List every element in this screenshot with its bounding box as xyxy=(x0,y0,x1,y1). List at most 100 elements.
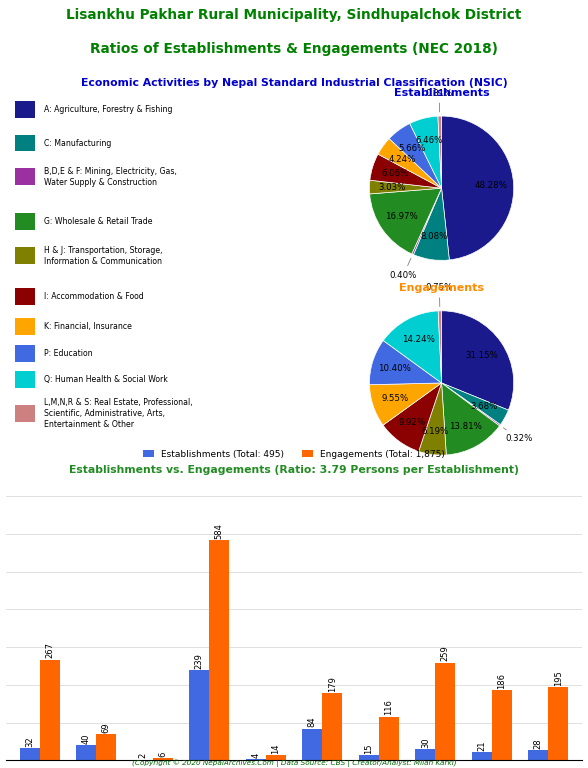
Text: B,D,E & F: Mining, Electricity, Gas,
Water Supply & Construction: B,D,E & F: Mining, Electricity, Gas, Wat… xyxy=(44,167,177,187)
Bar xyxy=(189,670,209,760)
Text: 13.81%: 13.81% xyxy=(449,422,482,431)
Bar xyxy=(96,734,116,760)
Text: 186: 186 xyxy=(497,673,506,689)
Text: (Copyright © 2020 NepalArchives.Com | Data Source: CBS | Creator/Analyst: Milan : (Copyright © 2020 NepalArchives.Com | Da… xyxy=(132,760,456,767)
Text: 14: 14 xyxy=(271,743,280,754)
Text: 0.75%: 0.75% xyxy=(426,283,453,306)
Wedge shape xyxy=(369,340,442,385)
Text: 6.06%: 6.06% xyxy=(381,169,409,178)
Text: P: Education: P: Education xyxy=(44,349,93,358)
Text: 239: 239 xyxy=(195,653,204,669)
Text: Economic Activities by Nepal Standard Industrial Classification (NSIC): Economic Activities by Nepal Standard In… xyxy=(81,78,507,88)
Text: 31.15%: 31.15% xyxy=(466,351,499,360)
Bar xyxy=(15,134,35,151)
Text: 69: 69 xyxy=(102,723,111,733)
Text: 0.40%: 0.40% xyxy=(390,258,417,280)
Wedge shape xyxy=(410,116,442,188)
Bar xyxy=(529,750,548,760)
Wedge shape xyxy=(389,124,442,188)
Text: 5.66%: 5.66% xyxy=(399,144,426,153)
Text: 0.32%: 0.32% xyxy=(503,428,532,443)
Bar xyxy=(322,693,342,760)
Text: 116: 116 xyxy=(384,700,393,715)
Text: Ratios of Establishments & Engagements (NEC 2018): Ratios of Establishments & Engagements (… xyxy=(90,41,498,56)
Text: 16.97%: 16.97% xyxy=(385,212,418,221)
Bar xyxy=(15,214,35,230)
Bar xyxy=(40,660,59,760)
Text: Q: Human Health & Social Work: Q: Human Health & Social Work xyxy=(44,375,168,384)
Bar xyxy=(76,745,96,760)
Bar xyxy=(359,755,379,760)
Bar xyxy=(472,753,492,760)
Bar xyxy=(15,405,35,422)
Bar xyxy=(548,687,568,760)
Text: 259: 259 xyxy=(440,646,450,661)
Wedge shape xyxy=(378,138,442,188)
Text: K: Financial, Insurance: K: Financial, Insurance xyxy=(44,323,132,331)
Text: 2: 2 xyxy=(138,753,148,759)
Text: 21: 21 xyxy=(477,741,486,751)
Text: L,M,N,R & S: Real Estate, Professional,
Scientific, Administrative, Arts,
Entert: L,M,N,R & S: Real Estate, Professional, … xyxy=(44,398,193,429)
Text: 10.40%: 10.40% xyxy=(378,364,411,372)
Bar xyxy=(15,345,35,362)
Bar xyxy=(15,247,35,264)
Text: 6.19%: 6.19% xyxy=(422,427,449,436)
Bar xyxy=(246,759,266,760)
Text: 9.92%: 9.92% xyxy=(399,418,426,427)
Text: 6.46%: 6.46% xyxy=(416,136,443,145)
Title: Engagements: Engagements xyxy=(399,283,484,293)
Bar xyxy=(379,717,399,760)
Text: 8.08%: 8.08% xyxy=(421,232,448,241)
Wedge shape xyxy=(412,188,442,255)
Text: 30: 30 xyxy=(421,737,430,748)
Wedge shape xyxy=(369,383,442,425)
Text: 6: 6 xyxy=(158,752,167,757)
Text: 15: 15 xyxy=(365,743,373,753)
Bar xyxy=(15,319,35,336)
Wedge shape xyxy=(383,383,442,452)
Wedge shape xyxy=(369,180,442,194)
Bar xyxy=(266,755,286,760)
Wedge shape xyxy=(438,311,442,383)
Text: 9.55%: 9.55% xyxy=(382,394,409,403)
Text: 584: 584 xyxy=(215,523,223,538)
Bar xyxy=(15,168,35,185)
Text: 40: 40 xyxy=(82,733,91,744)
Text: 84: 84 xyxy=(308,717,317,727)
Wedge shape xyxy=(442,116,514,260)
Wedge shape xyxy=(413,188,449,260)
Bar xyxy=(416,749,435,760)
Text: 3.68%: 3.68% xyxy=(471,402,498,411)
Text: 14.24%: 14.24% xyxy=(402,336,435,344)
Bar xyxy=(435,663,455,760)
Title: Establishments vs. Engagements (Ratio: 3.79 Persons per Establishment): Establishments vs. Engagements (Ratio: 3… xyxy=(69,465,519,475)
Legend: Establishments (Total: 495), Engagements (Total: 1,875): Establishments (Total: 495), Engagements… xyxy=(139,446,449,462)
Text: 4: 4 xyxy=(251,753,260,758)
Wedge shape xyxy=(370,154,442,188)
Text: C: Manufacturing: C: Manufacturing xyxy=(44,138,112,147)
Bar xyxy=(20,748,40,760)
Wedge shape xyxy=(442,383,509,425)
Text: Lisankhu Pakhar Rural Municipality, Sindhupalchok District: Lisankhu Pakhar Rural Municipality, Sind… xyxy=(66,8,522,22)
Text: 195: 195 xyxy=(554,670,563,686)
Text: 28: 28 xyxy=(534,738,543,749)
Text: 267: 267 xyxy=(45,642,54,658)
Text: I: Accommodation & Food: I: Accommodation & Food xyxy=(44,293,144,301)
Wedge shape xyxy=(370,188,442,254)
Text: 4.24%: 4.24% xyxy=(388,155,416,164)
Wedge shape xyxy=(442,311,514,410)
Text: H & J: Transportation, Storage,
Information & Communication: H & J: Transportation, Storage, Informat… xyxy=(44,246,163,266)
Bar xyxy=(492,690,512,760)
Text: 48.28%: 48.28% xyxy=(474,181,507,190)
Text: 0.81%: 0.81% xyxy=(426,88,453,112)
Text: 3.03%: 3.03% xyxy=(379,183,406,192)
Bar xyxy=(153,758,172,760)
Bar xyxy=(209,540,229,760)
Wedge shape xyxy=(442,383,500,455)
Bar xyxy=(15,101,35,118)
Text: 179: 179 xyxy=(328,676,337,692)
Text: 32: 32 xyxy=(25,737,34,747)
Wedge shape xyxy=(383,311,442,383)
Wedge shape xyxy=(438,116,442,188)
Text: G: Wholesale & Retail Trade: G: Wholesale & Retail Trade xyxy=(44,217,153,227)
